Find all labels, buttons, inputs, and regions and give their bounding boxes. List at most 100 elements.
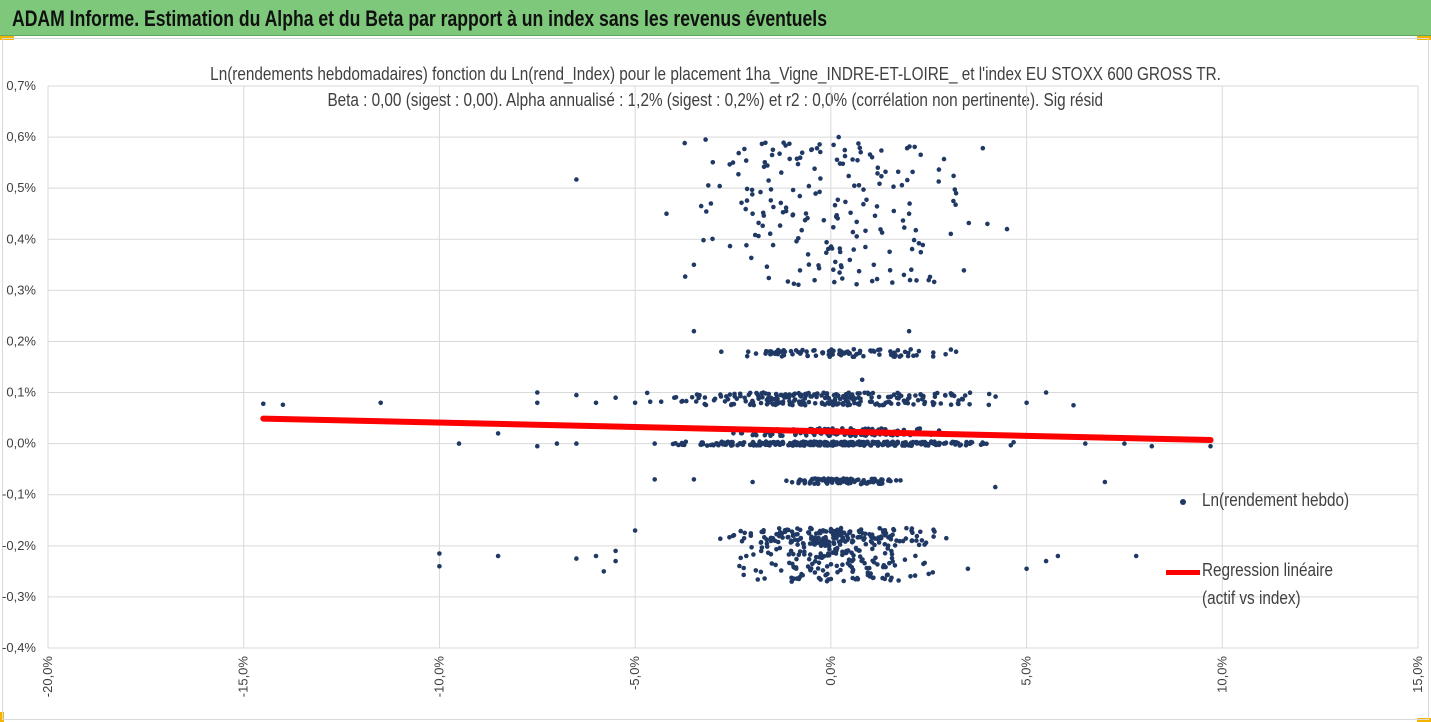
scatter-point bbox=[893, 478, 899, 483]
scatter-point bbox=[741, 572, 746, 578]
scatter-point bbox=[993, 484, 998, 490]
scatter-point bbox=[907, 277, 913, 283]
scatter-point bbox=[817, 142, 822, 147]
scatter-point bbox=[948, 347, 954, 352]
scatter-point bbox=[828, 442, 834, 447]
scatter-point bbox=[759, 545, 765, 550]
scatter-point bbox=[437, 564, 442, 569]
scatter-point bbox=[930, 570, 936, 575]
scatter-point bbox=[756, 233, 761, 239]
scatter-point bbox=[762, 576, 767, 581]
scatter-point bbox=[901, 272, 907, 278]
scatter-point bbox=[437, 551, 442, 556]
scatter-point bbox=[750, 211, 755, 216]
scatter-point bbox=[953, 191, 959, 196]
scatter-point bbox=[854, 477, 860, 483]
y-tick-label: -0,3% bbox=[2, 589, 36, 604]
scatter-point bbox=[869, 278, 875, 284]
scatter-point bbox=[833, 536, 839, 541]
scatter-point bbox=[967, 390, 973, 396]
scatter-point bbox=[741, 440, 747, 445]
scatter-point bbox=[805, 353, 810, 359]
scatter-point bbox=[706, 183, 711, 188]
scatter-point bbox=[931, 401, 937, 406]
scatter-point bbox=[664, 211, 669, 216]
scatter-point bbox=[841, 578, 846, 584]
scatter-point bbox=[880, 575, 885, 581]
scatter-point bbox=[879, 174, 884, 179]
scatter-point bbox=[852, 396, 858, 401]
y-tick-label: 0,1% bbox=[6, 385, 36, 400]
scatter-point bbox=[952, 187, 958, 192]
scatter-point bbox=[773, 392, 779, 397]
scatter-point bbox=[739, 538, 745, 544]
scatter-point bbox=[883, 169, 888, 175]
scatter-point bbox=[949, 392, 955, 397]
scatter-point bbox=[778, 349, 784, 355]
scatter-point bbox=[593, 400, 599, 406]
scatter-point bbox=[1043, 390, 1049, 395]
scatter-point bbox=[887, 268, 893, 273]
scatter-point bbox=[768, 433, 773, 439]
scatter-point bbox=[855, 575, 860, 581]
scatter-point bbox=[898, 393, 904, 399]
scatter-point bbox=[850, 538, 855, 543]
scatter-point bbox=[863, 441, 869, 447]
scatter-point bbox=[800, 347, 805, 353]
scatter-point bbox=[778, 433, 783, 439]
chart-title: Ln(rendements hebdomadaires) fonction du… bbox=[210, 64, 1221, 84]
scatter-point bbox=[769, 351, 774, 357]
scatter-point bbox=[850, 157, 855, 162]
scatter-point bbox=[812, 481, 817, 487]
scatter-point bbox=[926, 571, 931, 577]
scatter-point bbox=[755, 577, 761, 582]
scatter-point bbox=[887, 441, 893, 447]
scatter-point bbox=[790, 393, 796, 398]
scatter-point bbox=[865, 390, 870, 396]
y-tick-label: 0,0% bbox=[6, 436, 36, 451]
y-axis-ticks: 0,7% 0,6% 0,5% 0,4% 0,3% 0,2% 0,1% 0,0% -0,1% -0,… bbox=[2, 78, 36, 655]
scatter-point bbox=[742, 146, 747, 152]
scatter-point bbox=[892, 354, 897, 360]
scatter-point bbox=[696, 395, 701, 401]
scatter-point bbox=[836, 134, 841, 140]
scatter-point bbox=[762, 160, 768, 165]
scatter-point bbox=[986, 402, 992, 408]
scatter-point bbox=[854, 234, 859, 239]
scatter-point bbox=[841, 442, 846, 447]
scatter-point bbox=[774, 399, 780, 404]
scatter-point bbox=[456, 441, 462, 446]
scatter-point bbox=[698, 442, 703, 447]
scatter-point bbox=[951, 173, 956, 179]
scatter-point bbox=[764, 537, 769, 542]
scatter-point bbox=[760, 394, 765, 400]
corner-marker-bottom-right bbox=[1417, 718, 1431, 722]
scatter-point bbox=[840, 549, 845, 555]
scatter-point bbox=[766, 275, 772, 281]
scatter-point bbox=[858, 534, 863, 540]
x-tick-label: -15,0% bbox=[236, 656, 251, 698]
scatter-point bbox=[897, 354, 902, 359]
scatter-point bbox=[834, 563, 840, 569]
scatter-point bbox=[756, 396, 761, 402]
scatter-point bbox=[886, 477, 892, 482]
scatter-point bbox=[613, 548, 618, 554]
scatter-point bbox=[788, 348, 794, 354]
scatter-point bbox=[718, 394, 724, 399]
scatter-point bbox=[795, 349, 801, 355]
scatter-point bbox=[848, 210, 853, 216]
scatter-point bbox=[874, 401, 880, 406]
scatter-point bbox=[730, 533, 736, 539]
scatter-point bbox=[861, 187, 866, 192]
scatter-point bbox=[749, 255, 754, 261]
scatter-point bbox=[703, 137, 708, 142]
scatter-point bbox=[574, 441, 579, 446]
scatter-point bbox=[899, 182, 905, 188]
scatter-point bbox=[965, 566, 971, 572]
scatter-point bbox=[913, 227, 919, 233]
scatter-point bbox=[742, 395, 747, 401]
scatter-point bbox=[806, 399, 812, 405]
scatter-point bbox=[831, 142, 836, 148]
scatter-point bbox=[930, 354, 936, 359]
x-tick-label: 5,0% bbox=[1019, 656, 1034, 686]
